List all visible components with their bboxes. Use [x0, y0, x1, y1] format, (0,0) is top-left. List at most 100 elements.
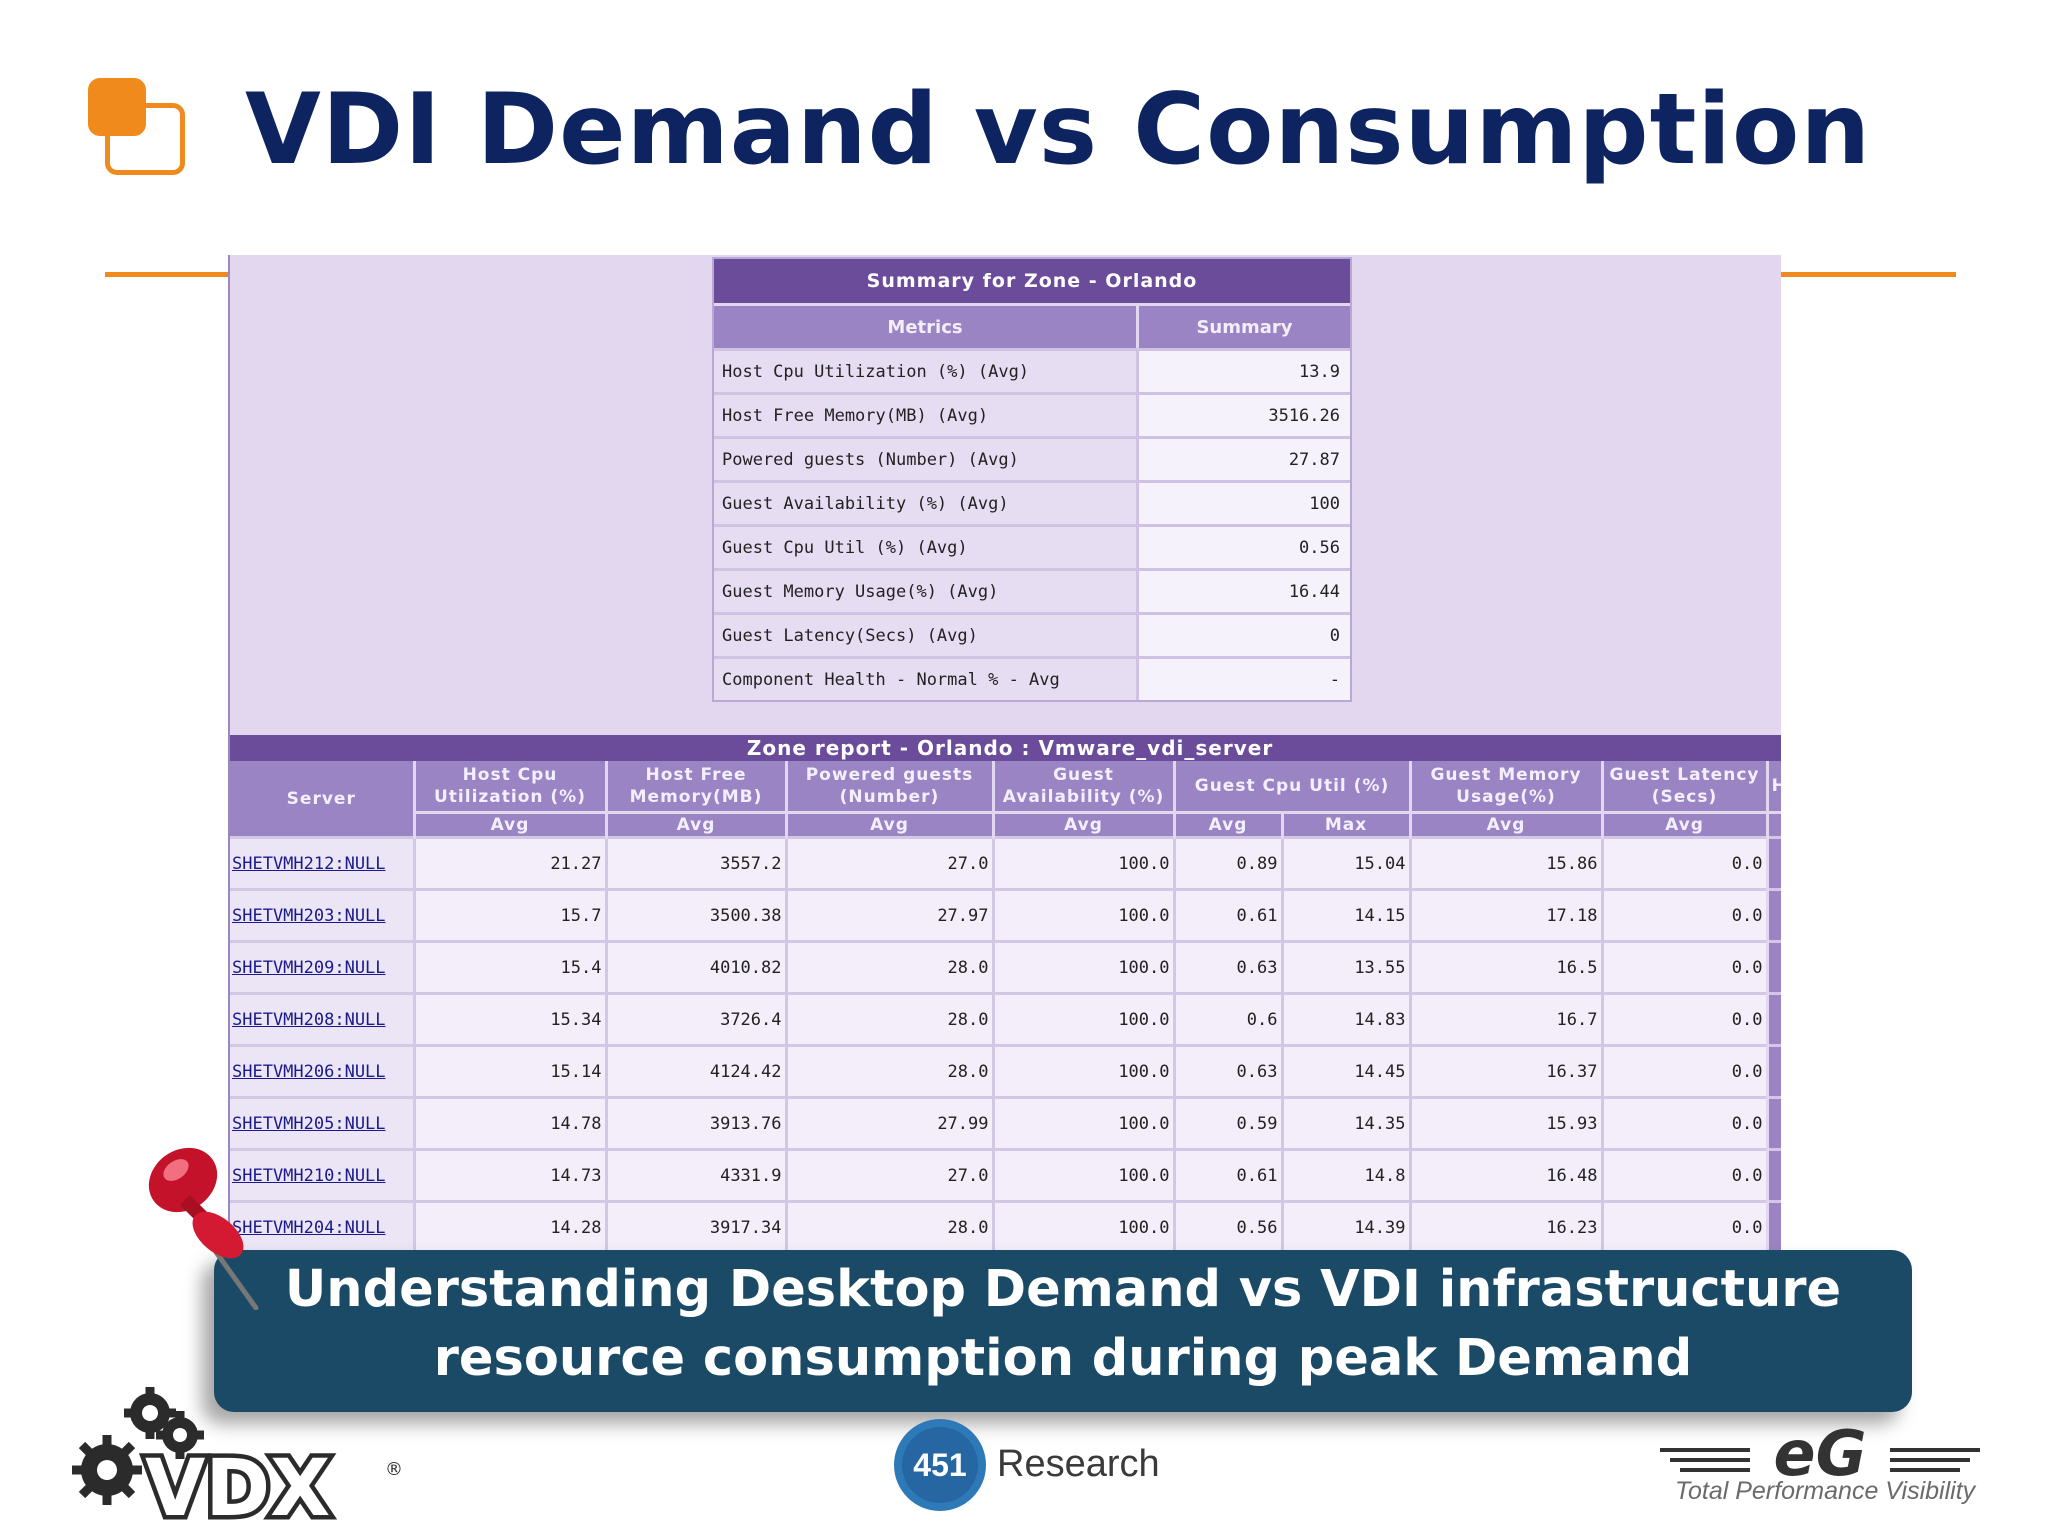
- powered-guests-cell: 27.0: [784, 1148, 993, 1202]
- table-row: SHETVMH209:NULL 15.4 4010.82 28.0 100.0 0.63 1…: [230, 940, 1781, 994]
- server-link[interactable]: SHETVMH203:NULL: [232, 905, 386, 926]
- summary-header-summary: Summary: [1139, 303, 1350, 348]
- guest-cpu-max-cell: 14.35: [1280, 1096, 1410, 1150]
- col-header-powered-guests: Powered guests (Number): [784, 761, 993, 813]
- col-header-truncated: H: [1765, 761, 1781, 813]
- svg-text:VDX: VDX: [145, 1444, 330, 1525]
- server-cell: SHETVMH206:NULL: [230, 1044, 414, 1098]
- summary-value: 0.56: [1139, 524, 1350, 568]
- col-header-host-cpu: Host Cpu Utilization (%): [412, 761, 606, 813]
- server-link[interactable]: SHETVMH209:NULL: [232, 957, 386, 978]
- table-row: SHETVMH203:NULL 15.7 3500.38 27.97 100.0 0.61…: [230, 888, 1781, 942]
- host-free-memory-cell: 4010.82: [604, 940, 786, 994]
- title-bullet-icon-front: [88, 78, 146, 136]
- summary-value: 0: [1139, 612, 1350, 656]
- guest-availability-cell: 100.0: [991, 940, 1174, 994]
- guest-cpu-max-cell: 13.55: [1280, 940, 1410, 994]
- powered-guests-cell: 27.97: [784, 888, 993, 942]
- guest-memory-cell: 15.93: [1408, 1096, 1602, 1150]
- report-screenshot: Summary for Zone - Orlando Metrics Summa…: [228, 255, 1781, 1250]
- col-header-guest-availability: Guest Availability (%): [991, 761, 1174, 813]
- guest-availability-cell: 100.0: [991, 1148, 1174, 1202]
- col-header-server: Server: [230, 761, 414, 838]
- server-link[interactable]: SHETVMH205:NULL: [232, 1113, 386, 1134]
- host-free-memory-cell: 3557.2: [604, 836, 786, 890]
- powered-guests-cell: 27.99: [784, 1096, 993, 1150]
- guest-latency-cell: 0.0: [1600, 836, 1767, 890]
- guest-availability-cell: 100.0: [991, 836, 1174, 890]
- host-cpu-cell: 15.7: [412, 888, 606, 942]
- summary-row: Guest Memory Usage(%) (Avg) 16.44: [714, 568, 1350, 612]
- table-row: SHETVMH212:NULL 21.27 3557.2 27.0 100.0 0.89 1…: [230, 836, 1781, 890]
- server-cell: SHETVMH210:NULL: [230, 1148, 414, 1202]
- guest-latency-cell: 0.0: [1600, 940, 1767, 994]
- guest-cpu-avg-cell: 0.61: [1172, 1148, 1282, 1202]
- summary-metric: Component Health - Normal % - Avg: [714, 656, 1139, 700]
- server-link[interactable]: SHETVMH212:NULL: [232, 853, 386, 874]
- summary-row: Powered guests (Number) (Avg) 27.87: [714, 436, 1350, 480]
- zone-report-caption: Zone report - Orlando : Vmware_vdi_serve…: [230, 735, 1781, 761]
- guest-availability-cell: 100.0: [991, 1044, 1174, 1098]
- server-link[interactable]: SHETVMH208:NULL: [232, 1009, 386, 1030]
- summary-metric: Host Cpu Utilization (%) (Avg): [714, 348, 1139, 392]
- col-header-guest-latency: Guest Latency (Secs): [1600, 761, 1767, 813]
- host-free-memory-cell: 3726.4: [604, 992, 786, 1046]
- truncated-cell: [1765, 1200, 1781, 1250]
- summary-row: Component Health - Normal % - Avg -: [714, 656, 1350, 700]
- host-cpu-cell: 15.4: [412, 940, 606, 994]
- guest-cpu-max-cell: 14.45: [1280, 1044, 1410, 1098]
- guest-cpu-avg-cell: 0.6: [1172, 992, 1282, 1046]
- table-row: SHETVMH206:NULL 15.14 4124.42 28.0 100.0 0.63…: [230, 1044, 1781, 1098]
- truncated-cell: [1765, 940, 1781, 994]
- guest-latency-cell: 0.0: [1600, 1200, 1767, 1250]
- guest-cpu-avg-cell: 0.61: [1172, 888, 1282, 942]
- caption-banner: [214, 1250, 1912, 1412]
- guest-availability-cell: 100.0: [991, 1096, 1174, 1150]
- guest-memory-cell: 16.5: [1408, 940, 1602, 994]
- host-free-memory-cell: 3500.38: [604, 888, 786, 942]
- guest-memory-cell: 16.48: [1408, 1148, 1602, 1202]
- guest-memory-cell: 16.37: [1408, 1044, 1602, 1098]
- summary-metric: Powered guests (Number) (Avg): [714, 436, 1139, 480]
- subheader-max: Max: [1280, 811, 1410, 838]
- server-link[interactable]: SHETVMH210:NULL: [232, 1165, 386, 1186]
- summary-row: Guest Availability (%) (Avg) 100: [714, 480, 1350, 524]
- guest-memory-cell: 16.7: [1408, 992, 1602, 1046]
- guest-latency-cell: 0.0: [1600, 888, 1767, 942]
- summary-metric: Guest Latency(Secs) (Avg): [714, 612, 1139, 656]
- divider-left: [105, 272, 228, 277]
- svg-text:eG: eG: [1774, 1417, 1867, 1490]
- summary-value: 3516.26: [1139, 392, 1350, 436]
- summary-value: 16.44: [1139, 568, 1350, 612]
- guest-cpu-max-cell: 14.15: [1280, 888, 1410, 942]
- server-cell: SHETVMH212:NULL: [230, 836, 414, 890]
- table-row: SHETVMH208:NULL 15.34 3726.4 28.0 100.0 0.6 14…: [230, 992, 1781, 1046]
- host-cpu-cell: 15.14: [412, 1044, 606, 1098]
- truncated-cell: [1765, 1044, 1781, 1098]
- col-header-guest-cpu-util: Guest Cpu Util (%): [1172, 761, 1410, 813]
- summary-metric: Host Free Memory(MB) (Avg): [714, 392, 1139, 436]
- summary-row: Host Cpu Utilization (%) (Avg) 13.9: [714, 348, 1350, 392]
- pushpin-icon: [148, 1147, 259, 1310]
- host-cpu-cell: 14.78: [412, 1096, 606, 1150]
- guest-latency-cell: 0.0: [1600, 1148, 1767, 1202]
- server-link[interactable]: SHETVMH204:NULL: [232, 1217, 386, 1238]
- subheader-avg: Avg: [1408, 811, 1602, 838]
- col-header-guest-memory: Guest Memory Usage(%): [1408, 761, 1602, 813]
- subheader-avg: Avg: [604, 811, 786, 838]
- guest-cpu-max-cell: 14.39: [1280, 1200, 1410, 1250]
- powered-guests-cell: 28.0: [784, 940, 993, 994]
- host-free-memory-cell: 3913.76: [604, 1096, 786, 1150]
- subheader-truncated: [1765, 811, 1781, 838]
- subheader-avg: Avg: [412, 811, 606, 838]
- truncated-cell: [1765, 1096, 1781, 1150]
- subheader-avg: Avg: [1172, 811, 1282, 838]
- host-free-memory-cell: 4124.42: [604, 1044, 786, 1098]
- host-free-memory-cell: 3917.34: [604, 1200, 786, 1250]
- summary-value: 13.9: [1139, 348, 1350, 392]
- server-link[interactable]: SHETVMH206:NULL: [232, 1061, 386, 1082]
- powered-guests-cell: 28.0: [784, 1200, 993, 1250]
- summary-row: Guest Cpu Util (%) (Avg) 0.56: [714, 524, 1350, 568]
- table-row: SHETVMH210:NULL 14.73 4331.9 27.0 100.0 0.61 1…: [230, 1148, 1781, 1202]
- server-cell: SHETVMH204:NULL: [230, 1200, 414, 1250]
